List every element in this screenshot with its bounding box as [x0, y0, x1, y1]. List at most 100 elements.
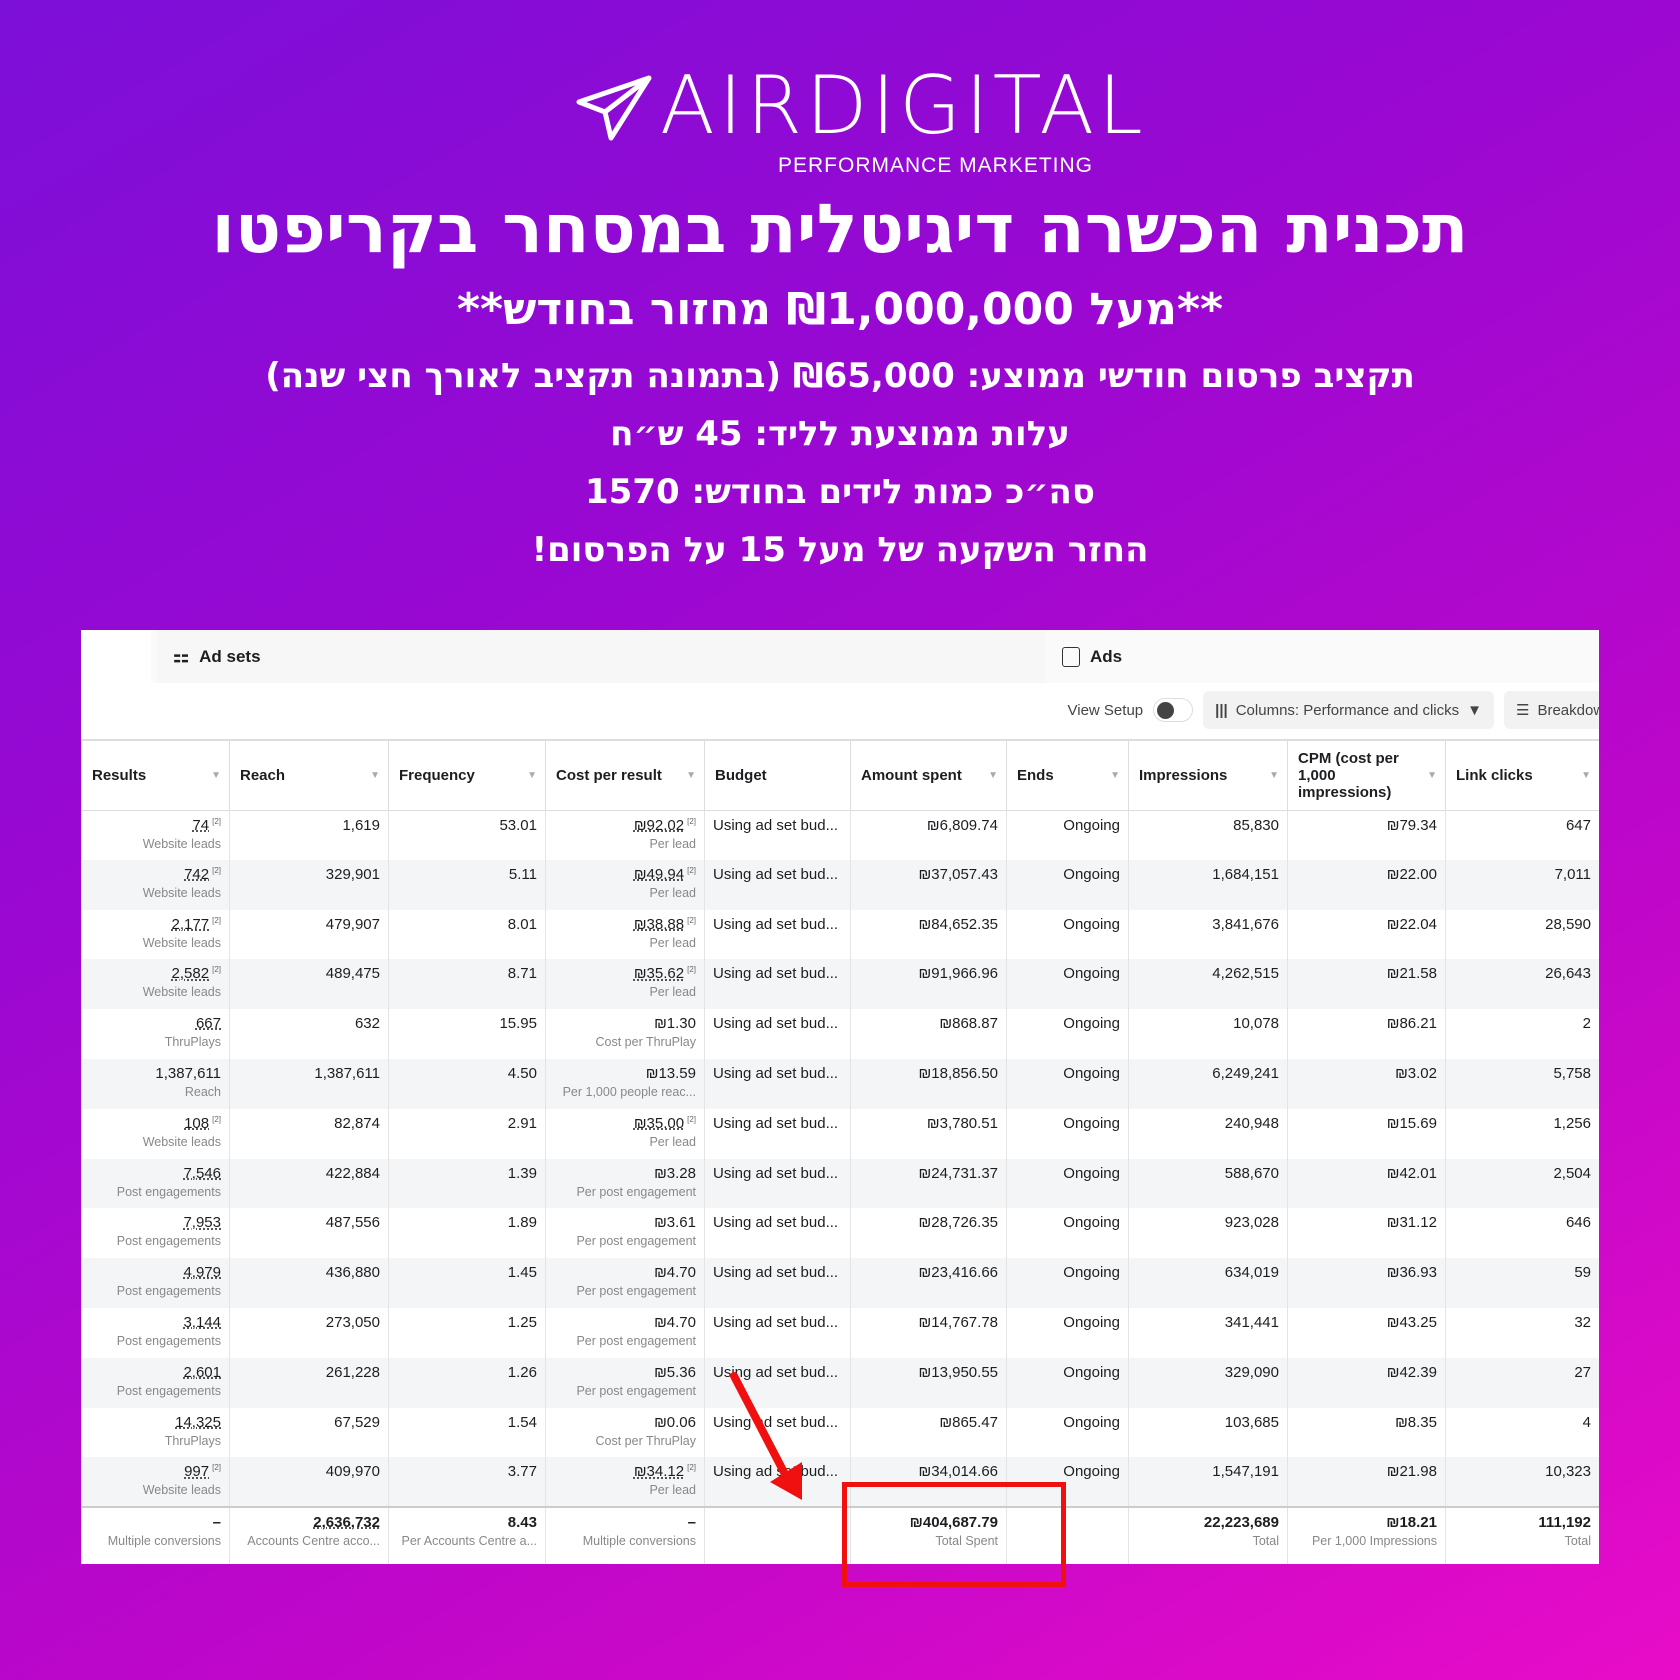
cell-value: 5.11 — [508, 865, 537, 883]
cell-value: Ongoing — [1063, 915, 1120, 933]
cell-value: – — [212, 1514, 221, 1532]
cell-value[interactable]: 997 — [184, 1463, 210, 1481]
cell-value[interactable]: 14,325 — [175, 1413, 221, 1431]
cell-value[interactable]: 74 — [192, 816, 210, 834]
cell-value[interactable]: 2,177 — [171, 915, 210, 933]
table-row[interactable]: 667 ThruPlays 632 15.95 ₪1.30 Cost per ThruPl… — [81, 1009, 1599, 1059]
breakdown-dropdown[interactable]: ☰ Breakdown — [1504, 691, 1599, 729]
cell-value[interactable]: 3,144 — [183, 1313, 221, 1331]
table-row[interactable]: 7,546 Post engagements 422,884 1.39 ₪3.28 Per… — [81, 1158, 1599, 1209]
cell-value: Ongoing — [1063, 1413, 1120, 1431]
cell-value[interactable]: 742 — [184, 865, 210, 883]
table-cell: ₪35.00 [2] Per lead — [545, 1108, 705, 1159]
sort-caret-icon[interactable]: ▼ — [211, 770, 221, 781]
column-header[interactable]: Results ▼ — [81, 739, 230, 811]
cell-value[interactable]: 7,953 — [183, 1214, 221, 1232]
cell-value: ₪22.04 — [1386, 915, 1437, 933]
columns-dropdown[interactable]: ||| Columns: Performance and clicks ▼ — [1203, 691, 1494, 729]
cell-subtext: Per lead — [649, 1483, 696, 1498]
cell-value[interactable]: ₪38.88 — [633, 915, 685, 933]
attribution-note: [2] — [212, 816, 221, 826]
table-row[interactable]: 74 [2] Website leads 1,619 53.01 ₪92.02 [2] Per… — [81, 810, 1599, 860]
table-cell: Ongoing — [1006, 1158, 1129, 1209]
table-cell: Using ad set bud... — [704, 1208, 851, 1259]
table-cell: 5.11 — [388, 859, 546, 910]
cell-value[interactable]: ₪34.12 — [633, 1463, 685, 1481]
sort-caret-icon[interactable]: ▼ — [527, 770, 537, 781]
sort-caret-icon[interactable]: ▼ — [1110, 770, 1120, 781]
table-cell: 8.43 Per Accounts Centre a... — [388, 1506, 546, 1564]
sort-caret-icon[interactable]: ▼ — [988, 770, 998, 781]
column-header[interactable]: Ends ▼ — [1006, 739, 1129, 811]
attribution-note: [2] — [212, 965, 221, 975]
table-cell: 10,323 — [1445, 1457, 1599, 1508]
caret-down-icon: ▼ — [1467, 701, 1482, 719]
table-cell: 1.26 — [388, 1357, 546, 1408]
table-row[interactable]: 14,325 ThruPlays 67,529 1.54 ₪0.06 Cost per T… — [81, 1407, 1599, 1458]
column-header[interactable]: Budget — [704, 739, 851, 811]
table-cell: 103,685 — [1128, 1407, 1288, 1458]
cell-value[interactable]: ₪92.02 — [633, 816, 685, 834]
table-cell: 1.45 — [388, 1258, 546, 1308]
table-row[interactable]: 7,953 Post engagements 487,556 1.89 ₪3.61 Per… — [81, 1208, 1599, 1259]
tab-ad-sets[interactable]: ⚏ Ad sets — [157, 630, 1117, 683]
sort-caret-icon[interactable]: ▼ — [1581, 770, 1591, 781]
table-row[interactable]: 997 [2] Website leads 409,970 3.77 ₪34.12 [2] P… — [81, 1457, 1599, 1508]
cell-value: Using ad set bud... — [713, 1264, 839, 1282]
table-row[interactable]: 742 [2] Website leads 329,901 5.11 ₪49.94 [2] P… — [81, 859, 1599, 910]
column-header[interactable]: Reach ▼ — [229, 739, 389, 811]
table-cell: 647 — [1445, 810, 1599, 860]
cell-value[interactable]: 108 — [184, 1114, 210, 1132]
cell-value[interactable]: 2,601 — [183, 1363, 221, 1381]
cell-value[interactable]: 7,546 — [183, 1164, 221, 1182]
cell-value: 632 — [354, 1015, 380, 1033]
cell-value[interactable]: 2,636,732 — [313, 1514, 380, 1532]
view-setup-toggle[interactable] — [1153, 698, 1194, 722]
cell-subtext: Cost per ThruPlay — [595, 1035, 696, 1050]
table-cell: 53.01 — [388, 810, 546, 860]
table-cell: ₪13.59 Per 1,000 people reac... — [545, 1058, 705, 1109]
table-cell: Using ad set bud... — [704, 1158, 851, 1209]
table-cell: 2 — [1445, 1009, 1599, 1059]
cell-value[interactable]: ₪49.94 — [633, 865, 685, 883]
column-header[interactable]: Amount spent ▼ — [850, 739, 1007, 811]
cell-value[interactable]: 2,582 — [171, 965, 210, 983]
column-header[interactable]: Impressions ▼ — [1128, 739, 1288, 811]
table-row[interactable]: 108 [2] Website leads 82,874 2.91 ₪35.00 [2] Pe… — [81, 1108, 1599, 1159]
table-row[interactable]: 2,582 [2] Website leads 489,475 8.71 ₪35.62 [2… — [81, 959, 1599, 1010]
sort-caret-icon[interactable]: ▼ — [1427, 770, 1437, 781]
table-cell: ₪31.12 — [1287, 1208, 1446, 1259]
table-row[interactable]: 1,387,611 Reach 1,387,611 4.50 ₪13.59 Per 1,0… — [81, 1058, 1599, 1109]
column-header[interactable]: CPM (cost per 1,000 impressions) ▼ — [1287, 739, 1446, 811]
cell-value: 409,970 — [325, 1463, 380, 1481]
table-cell: 22,223,689 Total — [1128, 1506, 1288, 1564]
cell-value[interactable]: 667 — [195, 1015, 221, 1033]
column-header[interactable]: Link clicks ▼ — [1445, 739, 1599, 811]
attribution-note: [2] — [687, 1463, 696, 1473]
cell-value: 5,758 — [1553, 1064, 1591, 1082]
cell-subtext: Website leads — [142, 1134, 221, 1149]
cell-value[interactable]: ₪35.00 — [633, 1114, 685, 1132]
sort-caret-icon[interactable]: ▼ — [370, 770, 380, 781]
column-header[interactable]: Frequency ▼ — [388, 739, 546, 811]
table-cell: 3,841,676 — [1128, 909, 1288, 960]
table-cell: ₪23,416.66 — [850, 1258, 1007, 1308]
table-row[interactable]: 2,177 [2] Website leads 479,907 8.01 ₪38.88 [2… — [81, 909, 1599, 960]
cell-value: Ongoing — [1063, 1463, 1120, 1481]
tab-ads[interactable]: Ads — [1046, 630, 1599, 683]
column-header[interactable]: Cost per result ▼ — [545, 739, 705, 811]
cell-value: ₪3,780.51 — [926, 1114, 998, 1132]
table-row[interactable]: 4,979 Post engagements 436,880 1.45 ₪4.70 Per… — [81, 1258, 1599, 1308]
cell-value: Using ad set bud... — [713, 1114, 839, 1132]
cell-value: Using ad set bud... — [713, 865, 839, 883]
table-cell: Ongoing — [1006, 1058, 1129, 1109]
cell-subtext: Website leads — [142, 935, 221, 950]
cell-value: ₪31.12 — [1386, 1214, 1437, 1232]
tab-campaigns[interactable] — [81, 630, 151, 683]
table-row[interactable]: 3,144 Post engagements 273,050 1.25 ₪4.70 Per… — [81, 1307, 1599, 1358]
table-row[interactable]: 2,601 Post engagements 261,228 1.26 ₪5.36 Per… — [81, 1357, 1599, 1408]
sort-caret-icon[interactable]: ▼ — [686, 770, 696, 781]
sort-caret-icon[interactable]: ▼ — [1269, 770, 1279, 781]
cell-value[interactable]: 4,979 — [183, 1264, 221, 1282]
cell-value[interactable]: ₪35.62 — [633, 965, 685, 983]
